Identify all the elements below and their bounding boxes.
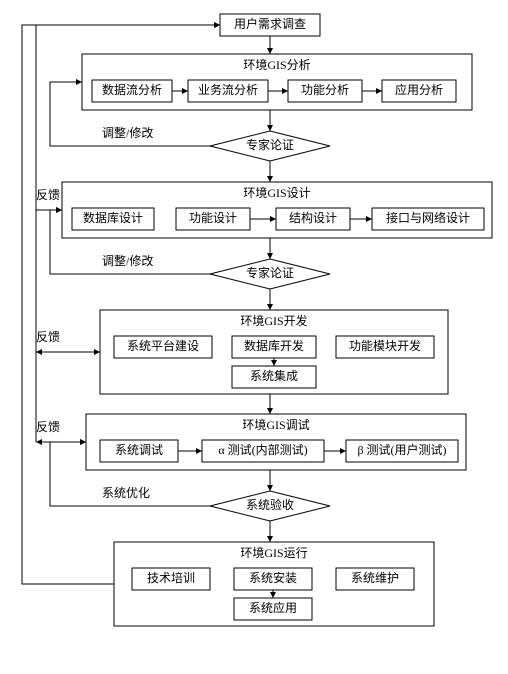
label-g2b: 功能设计 (189, 211, 237, 225)
feedback-label: 反馈 (36, 420, 60, 434)
label-g1d: 应用分析 (395, 82, 443, 97)
feedback-label: 反馈 (36, 330, 60, 344)
label-g3a: 系统平台建设 (127, 338, 199, 353)
label-g2d: 接口与网络设计 (386, 210, 470, 225)
label-d1: 专家论证 (246, 137, 294, 152)
label-g4b: α 测试(内部测试) (218, 442, 307, 457)
label-g1c: 功能分析 (301, 83, 349, 97)
label-d3: 系统验收 (246, 497, 294, 512)
label-g4: 环境GIS调试 (242, 417, 309, 432)
label-d2: 专家论证 (246, 265, 294, 280)
feedback-label: 调整/修改 (102, 253, 153, 268)
flowchart-canvas: 用户需求调查环境GIS分析数据流分析业务流分析功能分析应用分析专家论证环境GIS… (10, 10, 498, 664)
label-start: 用户需求调查 (234, 16, 306, 31)
label-g3c: 功能模块开发 (349, 338, 421, 353)
feedback-label: 系统优化 (102, 486, 150, 500)
label-g1a: 数据流分析 (102, 82, 162, 97)
label-g5d: 系统应用 (249, 600, 297, 615)
label-g3b: 数据库开发 (244, 338, 304, 353)
label-g4c: β 测试(用户测试) (357, 442, 446, 457)
label-g2: 环境GIS设计 (243, 185, 310, 200)
label-g5a: 技术培训 (147, 570, 195, 585)
label-g3: 环境GIS开发 (240, 313, 307, 328)
feedback-label: 反馈 (36, 188, 60, 202)
label-g5c: 系统维护 (351, 571, 399, 585)
label-g1: 环境GIS分析 (243, 57, 310, 72)
label-g4a: 系统调试 (115, 442, 163, 457)
label-g1b: 业务流分析 (198, 82, 258, 97)
label-g3d: 系统集成 (250, 368, 298, 383)
label-g2a: 数据库设计 (83, 210, 143, 225)
label-g2c: 结构设计 (289, 210, 337, 225)
label-g5: 环境GIS运行 (240, 545, 307, 560)
label-g5b: 系统安装 (249, 570, 297, 585)
feedback-label: 调整/修改 (102, 125, 153, 140)
